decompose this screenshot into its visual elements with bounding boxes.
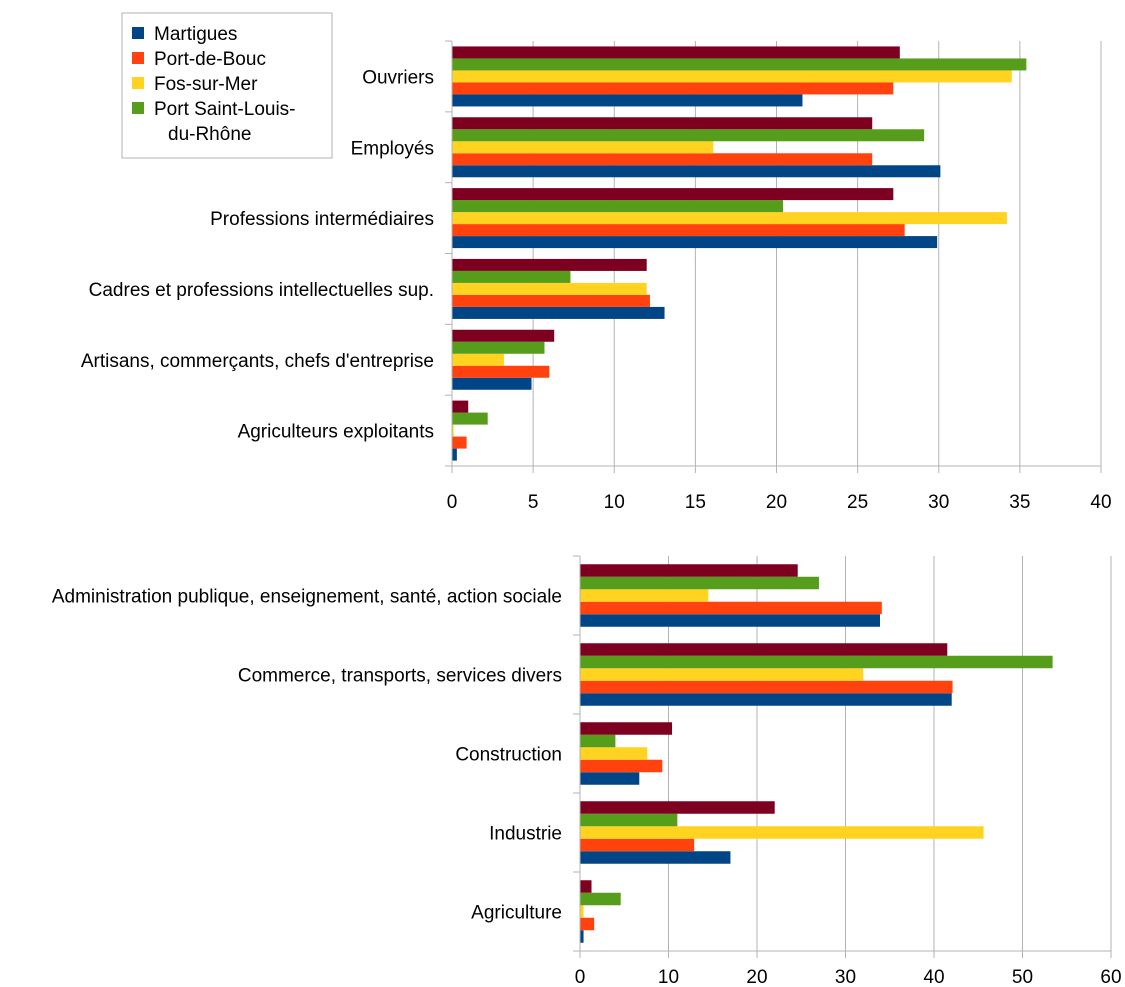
legend-swatch-fos-sur-mer <box>132 77 144 89</box>
bar-cadres-et-professions-in-port-saint-louis-du-rhone <box>452 270 571 283</box>
bar-ouvriers-port-saint-louis-du-rhone <box>452 58 1027 71</box>
legend-box <box>121 12 333 159</box>
x-tick-label: 30 <box>928 492 949 513</box>
category-label: Agriculture <box>471 903 562 924</box>
x-tick-label: 15 <box>685 492 706 513</box>
bar-construction-martigues <box>580 772 640 785</box>
bar-agriculteurs-exploitants-martigues <box>452 448 457 461</box>
category-label: Professions intermédiaires <box>210 209 434 230</box>
bar-professions-intermediair-martigues <box>452 236 938 249</box>
category-label: Artisans, commerçants, chefs d'entrepris… <box>81 351 434 372</box>
x-tick-label: 0 <box>575 967 586 987</box>
bar-artisans-commercants-che-martigues <box>452 377 532 390</box>
bar-industrie-martigues <box>580 851 731 864</box>
bar-agriculture-port-saint-louis-du-rhone <box>580 892 621 906</box>
x-tick-label: 60 <box>1100 967 1121 987</box>
bar-ouvriers-martigues <box>452 94 803 107</box>
x-tick-label: 10 <box>604 492 625 513</box>
bar-agriculture-martigues <box>580 930 584 943</box>
bar-industrie-fos-sur-mer <box>580 826 984 839</box>
bar-commerce-transports-serv-fos-sur-mer <box>580 668 864 681</box>
bar-administration-publique--port-saint-louis-du-rhone <box>580 576 819 590</box>
bar-agriculture-series-5 <box>580 880 592 893</box>
bar-professions-intermediair-port-saint-louis-du-rhone <box>452 200 783 213</box>
legend-entry: Port Saint-Louis- <box>154 99 296 120</box>
bar-administration-publique--martigues <box>580 614 881 627</box>
legend-entry: du-Rhône <box>168 124 251 145</box>
bar-cadres-et-professions-in-port-de-bouc <box>452 294 650 307</box>
bar-administration-publique--port-de-bouc <box>580 601 882 615</box>
x-tick-label: 40 <box>923 967 944 987</box>
bar-artisans-commercants-che-port-de-bouc <box>452 365 550 378</box>
bar-professions-intermediair-fos-sur-mer <box>452 212 1007 225</box>
bar-cadres-et-professions-in-martigues <box>452 306 665 319</box>
category-label: Industrie <box>489 824 562 845</box>
bar-artisans-commercants-che-port-saint-louis-du-rhone <box>452 341 545 354</box>
category-label: Commerce, transports, services divers <box>238 666 562 687</box>
bar-construction-port-de-bouc <box>580 759 663 773</box>
bar-cadres-et-professions-in-fos-sur-mer <box>452 282 647 295</box>
bar-artisans-commercants-che-fos-sur-mer <box>452 353 504 366</box>
bar-construction-fos-sur-mer <box>580 747 648 760</box>
bar-agriculture-port-de-bouc <box>580 917 595 931</box>
bar-ouvriers-port-de-bouc <box>452 82 894 95</box>
legend-swatch-port-saint-louis-du-rhone <box>132 102 144 114</box>
bar-cadres-et-professions-in-series-5 <box>452 258 647 271</box>
x-tick-label: 40 <box>1090 492 1111 513</box>
bar-commerce-transports-serv-port-de-bouc <box>580 680 953 694</box>
chart-sectors: 0 10 20 30 40 50 60 Agriculture Industrie Constru… <box>52 555 1122 987</box>
legend-entry: Port-de-Bouc <box>154 49 266 70</box>
bar-agriculteurs-exploitants-fos-sur-mer <box>452 424 454 437</box>
bar-ouvriers-fos-sur-mer <box>452 70 1012 83</box>
bar-agriculteurs-exploitants-series-5 <box>452 400 469 413</box>
x-tick-label: 10 <box>658 967 679 987</box>
legend-swatch-port-de-bouc <box>132 52 144 64</box>
category-label: Construction <box>455 745 562 766</box>
legend-entry: Martigues <box>154 24 237 45</box>
bar-administration-publique--series-5 <box>580 564 798 577</box>
legend: Martigues Port-de-Bouc Fos-sur-Mer Port Sai… <box>121 12 333 159</box>
bar-professions-intermediair-port-de-bouc <box>452 224 905 237</box>
bar-agriculteurs-exploitants-port-saint-louis-du-rhone <box>452 412 488 425</box>
category-label: Cadres et professions intellectuelles su… <box>89 280 434 301</box>
bar-construction-series-5 <box>580 722 673 735</box>
x-tick-label: 20 <box>746 967 767 987</box>
bar-employes-fos-sur-mer <box>452 141 714 154</box>
x-tick-label: 0 <box>447 492 458 513</box>
bar-industrie-port-saint-louis-du-rhone <box>580 813 678 827</box>
x-tick-label: 50 <box>1012 967 1033 987</box>
bar-commerce-transports-serv-port-saint-louis-du-rhone <box>580 655 1053 669</box>
x-tick-label: 25 <box>847 492 868 513</box>
bar-commerce-transports-serv-series-5 <box>580 643 948 656</box>
bar-industrie-series-5 <box>580 801 775 814</box>
x-tick-label: 30 <box>835 967 856 987</box>
category-label: Administration publique, enseignement, s… <box>52 587 562 608</box>
bar-professions-intermediair-series-5 <box>452 188 894 201</box>
bar-employes-port-de-bouc <box>452 153 873 166</box>
bar-agriculture-fos-sur-mer <box>580 905 584 918</box>
bar-ouvriers-series-5 <box>452 46 900 59</box>
bar-artisans-commercants-che-series-5 <box>452 329 555 342</box>
legend-entry: Fos-sur-Mer <box>154 74 258 95</box>
bar-agriculteurs-exploitants-port-de-bouc <box>452 436 467 449</box>
x-tick-label: 5 <box>528 492 539 513</box>
category-label: Agriculteurs exploitants <box>238 422 434 443</box>
bar-employes-series-5 <box>452 117 873 130</box>
bar-commerce-transports-serv-martigues <box>580 693 952 706</box>
legend-swatch-martigues <box>132 27 144 39</box>
bar-construction-port-saint-louis-du-rhone <box>580 734 616 748</box>
bar-industrie-port-de-bouc <box>580 838 695 852</box>
x-tick-label: 20 <box>766 492 787 513</box>
bar-employes-port-saint-louis-du-rhone <box>452 129 925 142</box>
bar-administration-publique--fos-sur-mer <box>580 589 709 602</box>
x-tick-label: 35 <box>1009 492 1030 513</box>
category-label: Ouvriers <box>362 67 434 88</box>
chart-occupations: 0 5 10 15 20 25 30 35 40 Agriculteurs exploitants… <box>81 40 1112 513</box>
bar-employes-martigues <box>452 165 941 178</box>
category-label: Employés <box>351 138 434 159</box>
